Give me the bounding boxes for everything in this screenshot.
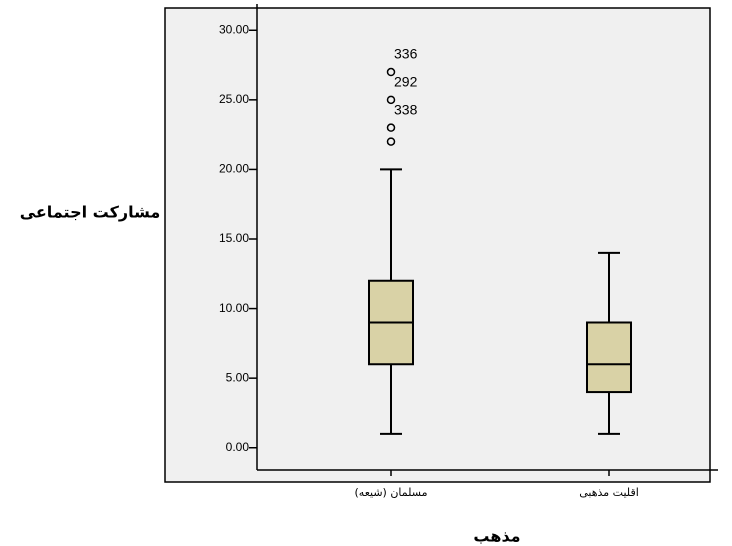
outlier — [386, 67, 396, 77]
outlier — [386, 137, 396, 146]
outlier — [386, 123, 396, 132]
outlier-label: 336 — [394, 46, 418, 62]
y-axis-title: مشارکت اجتماعی — [20, 203, 161, 222]
y-tick-label: 10.00 — [219, 301, 249, 315]
outlier-label: 292 — [394, 74, 418, 90]
y-tick-label: 15.00 — [219, 231, 249, 245]
y-tick-label: 30.00 — [219, 22, 249, 36]
box — [586, 321, 632, 394]
y-tick-label: 5.00 — [226, 370, 250, 384]
outlier — [386, 95, 396, 105]
y-tick-label: 20.00 — [219, 162, 249, 176]
x-tick-label: اقلیت مذهبی — [579, 486, 639, 499]
x-tick-label: مسلمان (شیعه) — [355, 486, 428, 499]
plot-background — [164, 7, 711, 483]
x-axis-title: مذهب — [473, 527, 520, 546]
y-tick-label: 0.00 — [226, 440, 250, 454]
y-tick-label: 25.00 — [219, 92, 249, 106]
outlier-label: 338 — [394, 101, 418, 117]
